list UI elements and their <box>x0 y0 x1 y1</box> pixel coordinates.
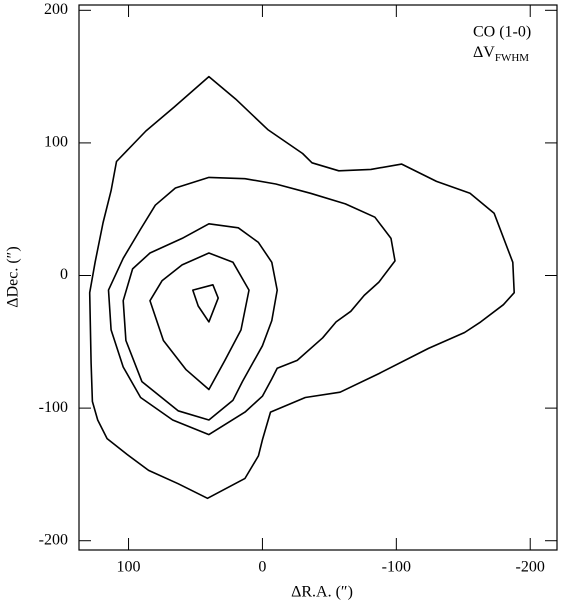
y-axis-label: ΔDec. (″) <box>5 246 22 307</box>
x-tick-label: -200 <box>516 559 545 576</box>
annotation: ΔVFWHM <box>473 44 529 64</box>
annotation-subscript: FWHM <box>495 52 529 64</box>
x-tick-label: 0 <box>258 559 266 576</box>
plot-frame <box>78 4 558 551</box>
x-tick-label: -100 <box>382 559 411 576</box>
x-axis-label: ΔR.A. (″) <box>291 584 353 601</box>
contour-line <box>88 75 515 500</box>
contour-line <box>149 252 250 391</box>
x-tick-label: 100 <box>117 559 141 576</box>
contour-line <box>192 284 219 323</box>
annotation: CO (1-0) <box>473 24 531 41</box>
y-tick-label: 0 <box>60 266 68 283</box>
y-tick-label: -100 <box>39 399 68 416</box>
contour-line <box>107 176 396 436</box>
y-tick-label: 100 <box>44 134 68 151</box>
y-tick-label: 200 <box>44 1 68 18</box>
contour-line <box>122 223 278 421</box>
annotation-text: ΔV <box>473 44 495 61</box>
y-tick-label: -200 <box>39 531 68 548</box>
